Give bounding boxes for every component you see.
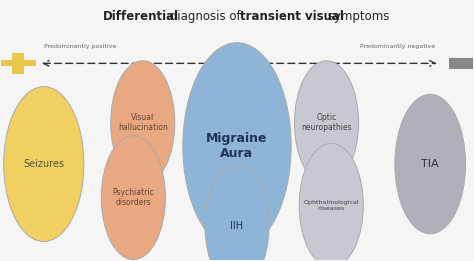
- Text: symptoms: symptoms: [324, 10, 390, 23]
- Text: IIH: IIH: [230, 221, 244, 231]
- Text: diagnosis of: diagnosis of: [166, 10, 244, 23]
- Ellipse shape: [299, 143, 363, 261]
- FancyBboxPatch shape: [0, 60, 36, 67]
- Text: Ophthalmological
diseases: Ophthalmological diseases: [303, 200, 359, 211]
- Text: transient visual: transient visual: [240, 10, 344, 23]
- Text: Migraine
Aura: Migraine Aura: [206, 132, 268, 160]
- Text: Predominantly negative: Predominantly negative: [360, 44, 435, 49]
- Text: Predominantly positive: Predominantly positive: [44, 44, 116, 49]
- FancyBboxPatch shape: [12, 52, 24, 74]
- Ellipse shape: [205, 164, 269, 261]
- Ellipse shape: [395, 94, 465, 234]
- Text: Psychiatric
disorders: Psychiatric disorders: [112, 188, 154, 207]
- FancyBboxPatch shape: [449, 58, 474, 69]
- Ellipse shape: [4, 87, 84, 241]
- Ellipse shape: [294, 61, 358, 185]
- Text: Seizures: Seizures: [23, 159, 64, 169]
- Text: Visual
hallucination: Visual hallucination: [118, 113, 168, 132]
- Ellipse shape: [111, 61, 175, 185]
- Ellipse shape: [183, 43, 291, 249]
- Ellipse shape: [101, 136, 165, 260]
- Text: Optic
neuropathies: Optic neuropathies: [301, 113, 352, 132]
- Text: TIA: TIA: [421, 159, 439, 169]
- Text: Differential: Differential: [102, 10, 179, 23]
